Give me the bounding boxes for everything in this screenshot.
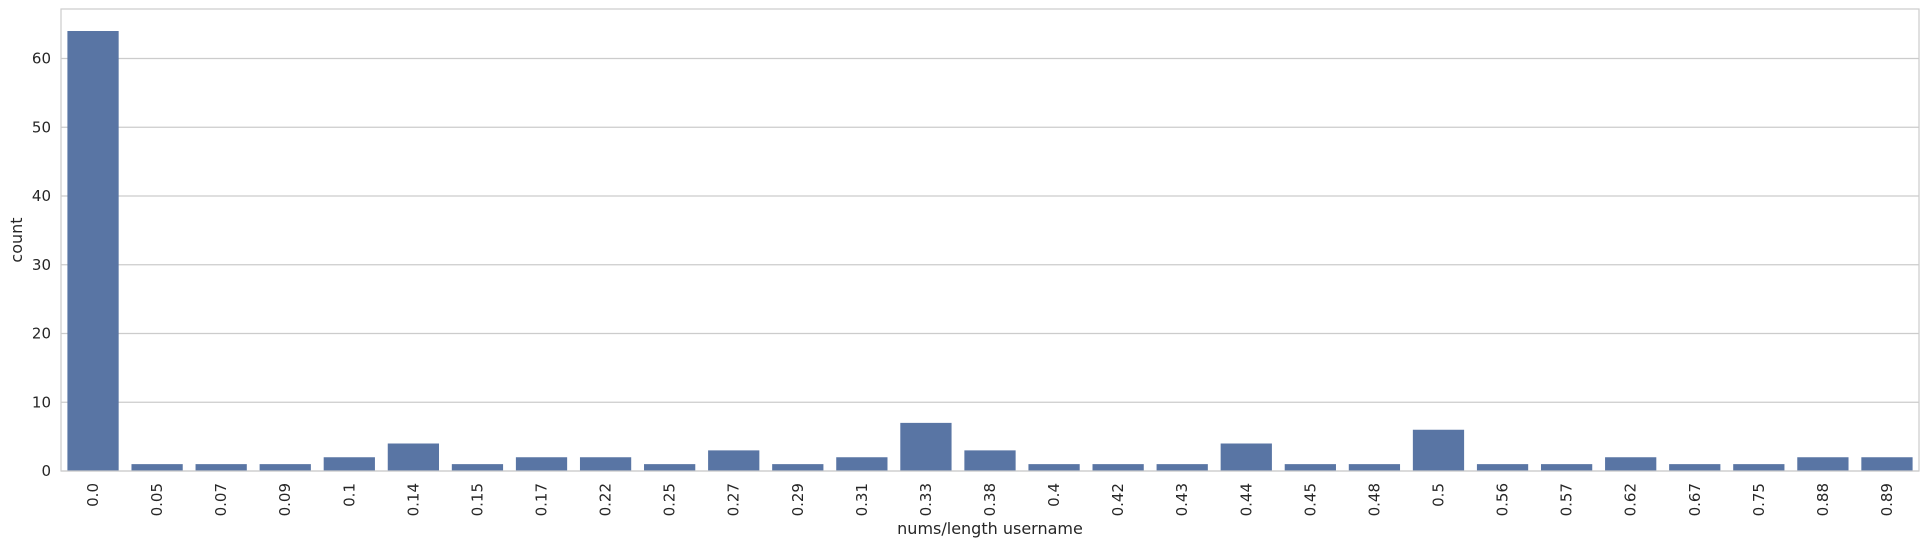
y-tick-label: 60 xyxy=(32,50,51,68)
bar xyxy=(67,31,119,471)
x-tick-label: 0.56 xyxy=(1494,483,1512,516)
x-tick-label: 0.14 xyxy=(404,483,422,516)
x-tick-label: 0.88 xyxy=(1814,483,1832,516)
bar xyxy=(900,422,952,471)
bar xyxy=(644,464,696,471)
x-tick-label: 0.5 xyxy=(1429,483,1447,507)
y-tick-label: 0 xyxy=(41,462,51,480)
y-tick-label: 40 xyxy=(32,187,51,205)
bar xyxy=(387,443,440,471)
bar xyxy=(772,464,824,471)
y-tick-label: 20 xyxy=(32,325,51,343)
x-tick-label: 0.44 xyxy=(1237,483,1255,516)
x-tick-label: 0.22 xyxy=(597,483,615,516)
bar xyxy=(1797,457,1849,471)
bar xyxy=(1669,464,1721,471)
bar xyxy=(1284,464,1336,471)
x-tick-label: 0.09 xyxy=(276,483,294,516)
y-tick-label: 50 xyxy=(32,118,51,136)
bar xyxy=(964,450,1016,471)
gridlines xyxy=(61,57,1919,472)
plot-frame xyxy=(60,8,1920,472)
bars xyxy=(67,31,1913,471)
bar xyxy=(1733,464,1785,471)
x-axis-label: nums/length username xyxy=(897,519,1083,538)
bar xyxy=(708,450,760,471)
bar xyxy=(1348,464,1401,471)
bar xyxy=(323,457,375,471)
x-tick-label: 0.67 xyxy=(1686,483,1704,516)
bar xyxy=(1028,464,1080,471)
x-tick-label: 0.42 xyxy=(1109,483,1127,516)
x-tick-label: 0.31 xyxy=(853,483,871,516)
x-tick-label: 0.4 xyxy=(1045,483,1063,507)
y-axis-label: count xyxy=(7,217,26,262)
bar xyxy=(451,464,504,471)
y-tick-label: 30 xyxy=(32,256,51,274)
x-tick-label: 0.62 xyxy=(1622,483,1640,516)
bar xyxy=(836,457,888,471)
x-tick-label: 0.17 xyxy=(533,483,551,516)
x-tick-label: 0.15 xyxy=(468,483,486,516)
bar xyxy=(1220,443,1272,471)
bar xyxy=(195,464,247,471)
x-tick-label: 0.38 xyxy=(981,483,999,516)
bar xyxy=(259,464,311,471)
bar xyxy=(1605,457,1657,471)
x-tick-label: 0.43 xyxy=(1173,483,1191,516)
x-tick-label: 0.07 xyxy=(212,483,230,516)
bar xyxy=(131,464,183,471)
x-tick-label: 0.05 xyxy=(148,483,166,516)
x-tick-labels: 0.0 0.05 0.07 0.09 0.1 0.14 0.15 0.17 0.22 0.25 0.… xyxy=(84,483,1896,516)
x-tick-label: 0.75 xyxy=(1750,483,1768,516)
x-tick-label: 0.89 xyxy=(1878,483,1896,516)
x-tick-label: 0.45 xyxy=(1301,483,1319,516)
bar xyxy=(579,457,632,471)
bar xyxy=(1412,429,1465,471)
x-tick-label: 0.48 xyxy=(1365,483,1383,516)
bar xyxy=(1476,464,1529,471)
bar xyxy=(1540,464,1593,471)
x-tick-label: 0.27 xyxy=(725,483,743,516)
x-tick-label: 0.29 xyxy=(789,483,807,516)
bar xyxy=(1861,457,1913,471)
x-tick-label: 0.57 xyxy=(1558,483,1576,516)
y-tick-labels: 0 10 20 30 40 50 60 xyxy=(32,50,51,481)
x-tick-label: 0.0 xyxy=(84,483,102,507)
bar xyxy=(1092,464,1144,471)
y-tick-label: 10 xyxy=(32,393,51,411)
x-tick-label: 0.25 xyxy=(661,483,679,516)
x-tick-label: 0.33 xyxy=(917,483,935,516)
bar xyxy=(1156,464,1208,471)
bar xyxy=(515,457,568,471)
x-tick-label: 0.1 xyxy=(340,483,358,507)
